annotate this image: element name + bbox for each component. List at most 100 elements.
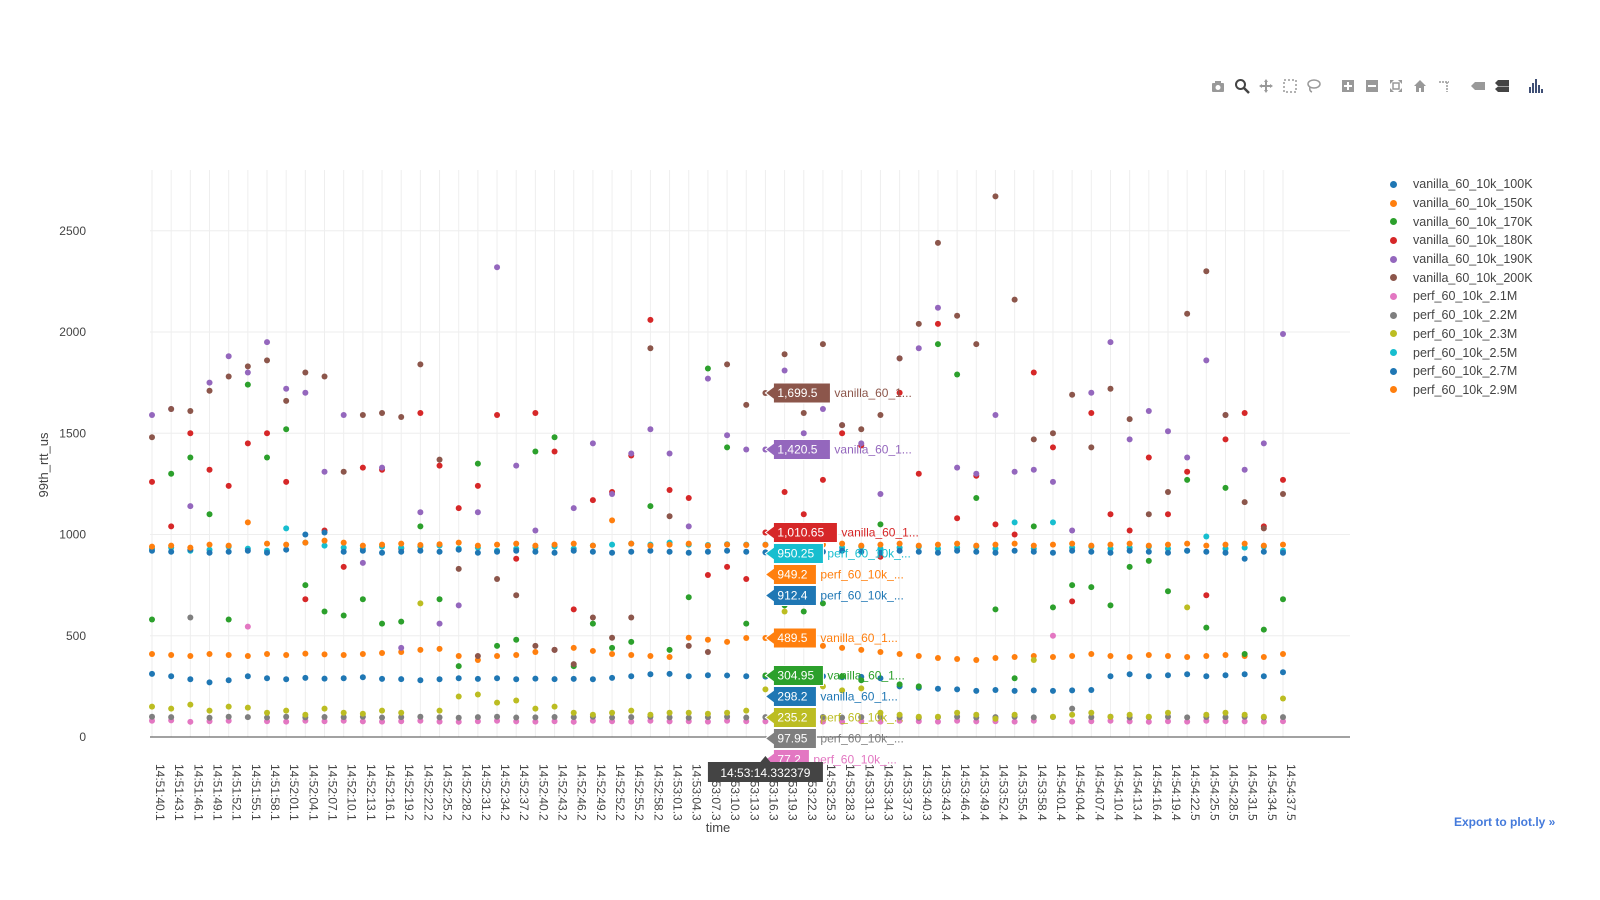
data-point[interactable]	[379, 707, 386, 714]
data-point[interactable]	[724, 547, 731, 554]
data-point[interactable]	[1088, 687, 1095, 694]
data-point[interactable]	[724, 563, 731, 570]
data-point[interactable]	[609, 541, 616, 548]
data-point[interactable]	[858, 440, 865, 447]
data-point[interactable]	[1184, 468, 1191, 475]
data-point[interactable]	[264, 714, 271, 721]
data-point[interactable]	[934, 685, 941, 692]
data-point[interactable]	[321, 713, 328, 720]
data-point[interactable]	[1241, 711, 1248, 718]
data-point[interactable]	[1145, 407, 1152, 414]
data-point[interactable]	[244, 381, 251, 388]
data-point[interactable]	[992, 541, 999, 548]
data-point[interactable]	[1280, 714, 1286, 721]
data-point[interactable]	[1107, 541, 1114, 548]
data-point[interactable]	[225, 651, 232, 658]
series-vanilla_60_10k_170K[interactable]	[149, 341, 1286, 690]
data-point[interactable]	[685, 673, 692, 680]
data-point[interactable]	[455, 653, 462, 659]
data-point[interactable]	[1049, 687, 1056, 694]
zoom-out-button[interactable]	[1362, 76, 1382, 96]
data-point[interactable]	[225, 548, 232, 555]
data-point[interactable]	[877, 675, 884, 682]
data-point[interactable]	[1145, 511, 1152, 518]
data-point[interactable]	[551, 713, 558, 720]
data-point[interactable]	[244, 714, 251, 721]
data-point[interactable]	[340, 539, 347, 546]
data-point[interactable]	[532, 675, 539, 682]
data-point[interactable]	[417, 713, 424, 720]
data-point[interactable]	[417, 600, 424, 607]
data-point[interactable]	[1030, 687, 1037, 694]
data-point[interactable]	[954, 656, 961, 663]
data-point[interactable]	[589, 497, 596, 504]
data-point[interactable]	[800, 430, 807, 437]
data-point[interactable]	[474, 509, 481, 516]
data-point[interactable]	[724, 672, 731, 679]
data-point[interactable]	[532, 642, 539, 649]
data-point[interactable]	[1107, 385, 1114, 392]
data-point[interactable]	[417, 509, 424, 516]
data-point[interactable]	[1203, 592, 1210, 599]
data-point[interactable]	[1222, 672, 1229, 679]
data-point[interactable]	[1145, 548, 1152, 555]
data-point[interactable]	[1145, 557, 1152, 564]
data-point[interactable]	[474, 714, 481, 721]
data-point[interactable]	[1164, 672, 1171, 679]
data-point[interactable]	[1107, 713, 1114, 720]
data-point[interactable]	[1203, 673, 1210, 680]
data-point[interactable]	[839, 673, 846, 680]
data-point[interactable]	[1241, 671, 1248, 678]
data-point[interactable]	[455, 565, 462, 572]
data-point[interactable]	[417, 646, 424, 653]
data-point[interactable]	[570, 505, 577, 512]
data-point[interactable]	[474, 653, 481, 659]
data-point[interactable]	[1241, 499, 1248, 506]
data-point[interactable]	[570, 718, 577, 725]
data-point[interactable]	[1011, 675, 1018, 682]
data-point[interactable]	[1280, 331, 1286, 338]
data-point[interactable]	[1069, 598, 1076, 605]
data-point[interactable]	[858, 677, 865, 684]
data-point[interactable]	[436, 596, 443, 603]
data-point[interactable]	[1107, 653, 1114, 659]
data-point[interactable]	[685, 549, 692, 556]
data-point[interactable]	[704, 548, 711, 555]
data-point[interactable]	[685, 540, 692, 547]
data-point[interactable]	[1126, 711, 1133, 718]
data-point[interactable]	[532, 448, 539, 455]
data-point[interactable]	[1203, 711, 1210, 718]
data-point[interactable]	[954, 464, 961, 471]
data-point[interactable]	[800, 410, 807, 416]
data-point[interactable]	[513, 676, 520, 683]
data-point[interactable]	[628, 614, 635, 621]
data-point[interactable]	[1107, 339, 1114, 346]
data-point[interactable]	[168, 714, 175, 721]
data-point[interactable]	[321, 705, 328, 712]
data-point[interactable]	[743, 576, 750, 583]
export-to-plotly-link[interactable]: Export to plot.ly »	[1454, 815, 1556, 829]
data-point[interactable]	[743, 673, 750, 680]
data-point[interactable]	[973, 657, 980, 664]
data-point[interactable]	[839, 422, 846, 429]
data-point[interactable]	[628, 450, 635, 457]
data-point[interactable]	[149, 434, 155, 441]
data-point[interactable]	[666, 513, 673, 520]
data-point[interactable]	[321, 542, 328, 549]
data-point[interactable]	[743, 548, 750, 555]
data-point[interactable]	[570, 714, 577, 721]
data-point[interactable]	[839, 714, 846, 721]
data-point[interactable]	[609, 714, 616, 721]
data-point[interactable]	[532, 718, 539, 725]
data-point[interactable]	[1049, 604, 1056, 611]
data-point[interactable]	[1184, 718, 1191, 725]
data-point[interactable]	[1203, 357, 1210, 364]
data-point[interactable]	[1203, 542, 1210, 549]
data-point[interactable]	[494, 412, 501, 419]
data-point[interactable]	[1030, 714, 1037, 721]
data-point[interactable]	[494, 548, 501, 555]
data-point[interactable]	[340, 563, 347, 570]
data-point[interactable]	[225, 542, 232, 549]
data-point[interactable]	[283, 651, 290, 658]
data-point[interactable]	[1260, 713, 1267, 720]
